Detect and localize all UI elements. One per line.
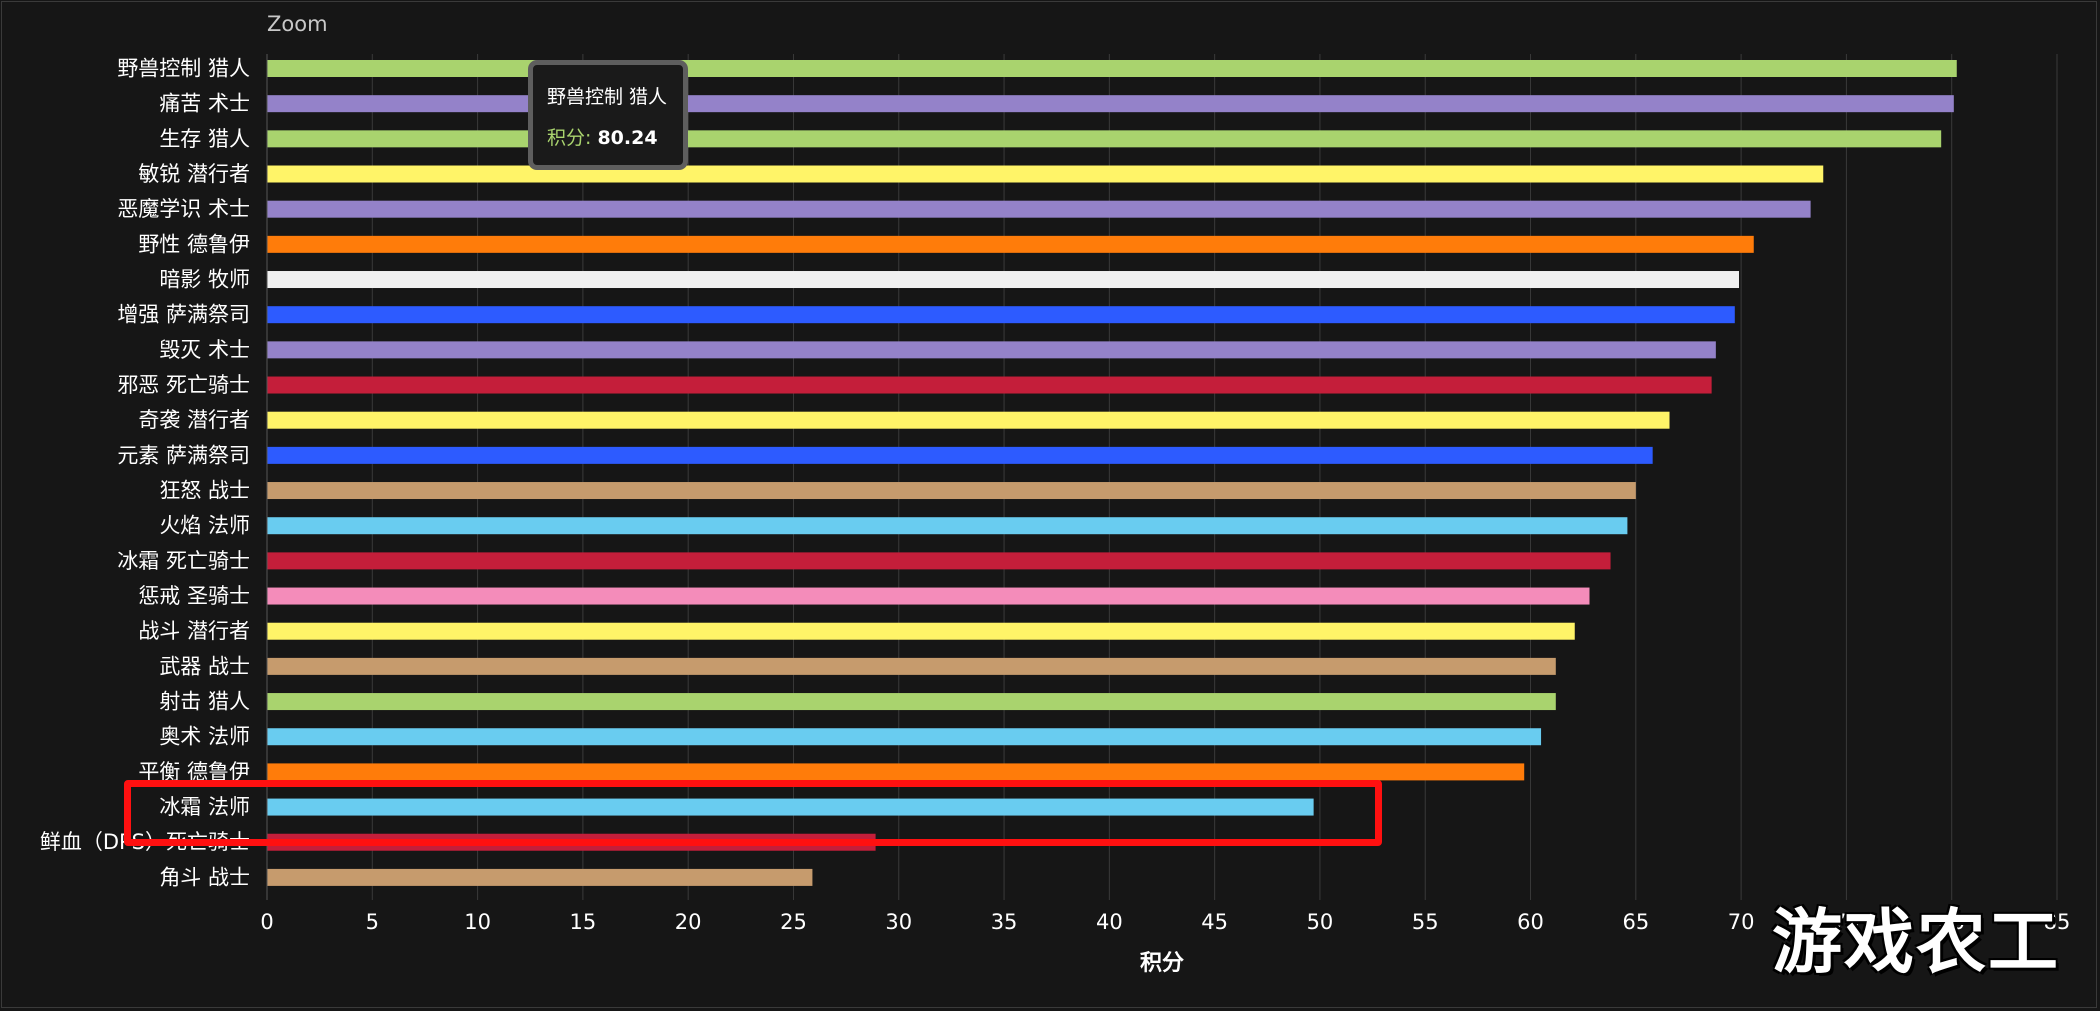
category-label: 武器 战士 [159,654,250,678]
x-tick-labels: 0 5 10 15 20 25 30 35 40 45 50 55 60 65 70 75 80 85 [260,910,2070,934]
x-tick-label: 55 [1412,910,1439,934]
category-label: 元素 萨满祭司 [117,443,250,467]
category-label: 野兽控制 猎人 [117,57,250,81]
category-label: 毁灭 术士 [159,338,250,362]
bars-group [267,60,1957,886]
category-label: 狂怒 战士 [159,479,250,503]
bar[interactable] [267,587,1590,605]
category-label: 生存 猎人 [159,127,250,151]
tooltip: 野兽控制 猎人 积分: 80.24 [528,60,688,170]
category-label: 邪恶 死亡骑士 [117,373,250,397]
bar[interactable] [267,130,1942,148]
tooltip-row: 积分: 80.24 [547,123,683,150]
x-tick-label: 85 [2044,910,2071,934]
x-tick-label: 10 [464,910,491,934]
category-label: 增强 萨满祭司 [117,303,250,327]
x-tick-label: 0 [260,910,273,934]
x-tick-label: 30 [885,910,912,934]
watermark-text: 游戏农工 [1772,901,2060,983]
category-label: 恶魔学识 术士 [117,197,250,221]
x-tick-label: 45 [1201,910,1228,934]
category-label: 敏锐 潜行者 [138,162,250,186]
category-label: 射击 猎人 [159,690,250,714]
bar[interactable] [267,341,1716,359]
category-label: 痛苦 术士 [159,92,250,116]
x-tick-label: 75 [1833,910,1860,934]
category-label: 火焰 法师 [159,514,250,538]
category-label: 平衡 德鲁伊 [138,760,250,784]
bar[interactable] [267,60,1957,77]
bar[interactable] [267,657,1556,675]
category-label: 冰霜 法师 [159,795,250,819]
category-label: 暗影 牧师 [159,268,250,292]
tooltip-key: 积分: [547,127,598,149]
x-tick-label: 50 [1307,910,1334,934]
x-tick-label: 25 [780,910,807,934]
x-tick-label: 65 [1622,910,1649,934]
x-axis-title: 积分 [1140,951,1184,976]
bar[interactable] [267,411,1670,429]
bar[interactable] [267,446,1653,464]
bar[interactable] [267,271,1740,289]
zoom-label[interactable]: Zoom [267,12,328,36]
category-label: 角斗 战士 [159,865,250,889]
category-label: 奥术 法师 [159,725,250,749]
bar[interactable] [267,165,1824,183]
bar[interactable] [267,868,813,886]
tooltip-title: 野兽控制 猎人 [547,86,668,108]
category-label: 惩戒 圣骑士 [138,584,250,608]
bar[interactable] [267,798,1314,816]
x-tick-label: 5 [366,910,379,934]
bar[interactable] [267,693,1556,711]
category-label: 野性 德鲁伊 [138,232,250,256]
bar[interactable] [267,200,1811,218]
category-label: 奇袭 潜行者 [138,408,250,432]
x-tick-label: 15 [570,910,597,934]
category-label: 冰霜 死亡骑士 [117,549,250,573]
bar[interactable] [267,376,1712,394]
highlight-box [124,780,1382,846]
bar[interactable] [267,517,1628,535]
bar[interactable] [267,622,1575,640]
x-tick-label: 40 [1096,910,1123,934]
grid-lines [371,54,2058,900]
tooltip-value: 80.24 [597,127,658,149]
bar[interactable] [267,728,1542,746]
bar[interactable] [267,306,1735,324]
x-tick-label: 35 [991,910,1018,934]
bar[interactable] [267,763,1525,781]
x-tick-label: 20 [675,910,702,934]
category-label: 战斗 潜行者 [138,619,250,643]
x-tick-label: 70 [1728,910,1755,934]
bar[interactable] [267,235,1754,253]
bar[interactable] [267,552,1611,570]
bar[interactable] [267,482,1636,500]
x-tick-label: 60 [1517,910,1544,934]
x-tick-label: 80 [1938,910,1965,934]
bar[interactable] [267,95,1954,113]
